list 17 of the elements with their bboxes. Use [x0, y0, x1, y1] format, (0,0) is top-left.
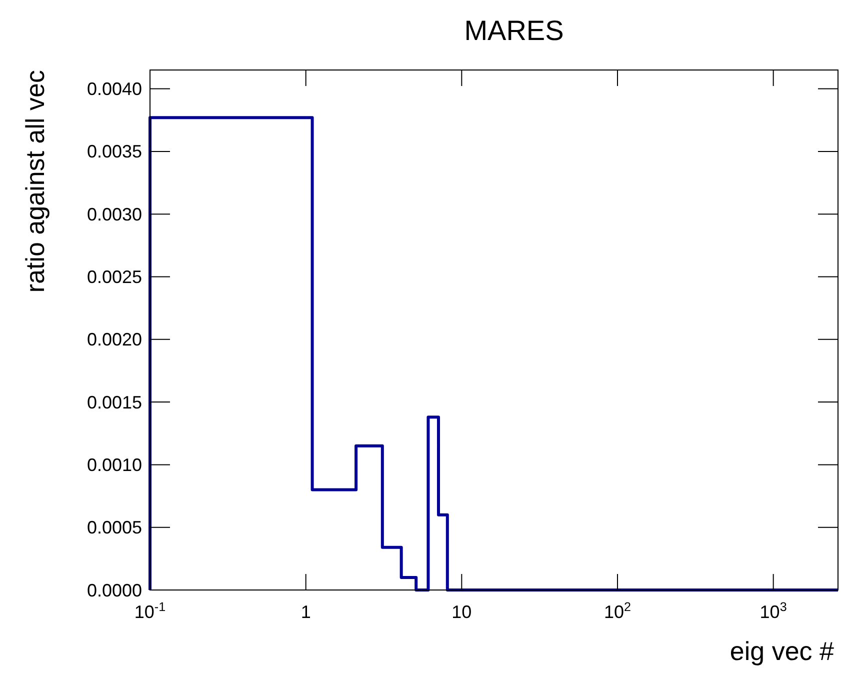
y-tick-label: 0.0035 [86, 142, 142, 162]
x-tick-label: 10 [452, 602, 472, 622]
chart-title: MARES [464, 15, 564, 46]
y-tick-label: 0.0025 [86, 267, 142, 288]
y-tick-label: 0.0040 [86, 79, 142, 100]
x-tick-label: 1 [300, 602, 311, 622]
x-tick-label: 10$^{2}$ [604, 600, 632, 622]
y-tick-label: 0.0015 [86, 392, 142, 412]
y-axis-title: ratio against all vec [20, 70, 50, 293]
y-tick-label: 0.0030 [86, 204, 142, 224]
y-tick-label: 0.0020 [86, 330, 142, 350]
y-tick-label: 0.0010 [86, 455, 142, 475]
x-axis-title: eig vec # [730, 636, 835, 666]
x-tick-label: 10$^{3}$ [760, 600, 787, 622]
y-tick-label: 0.0005 [86, 518, 142, 538]
x-tick-label: 10$^{-1}$ [134, 600, 166, 622]
y-tick-label: 0.0000 [86, 580, 142, 600]
